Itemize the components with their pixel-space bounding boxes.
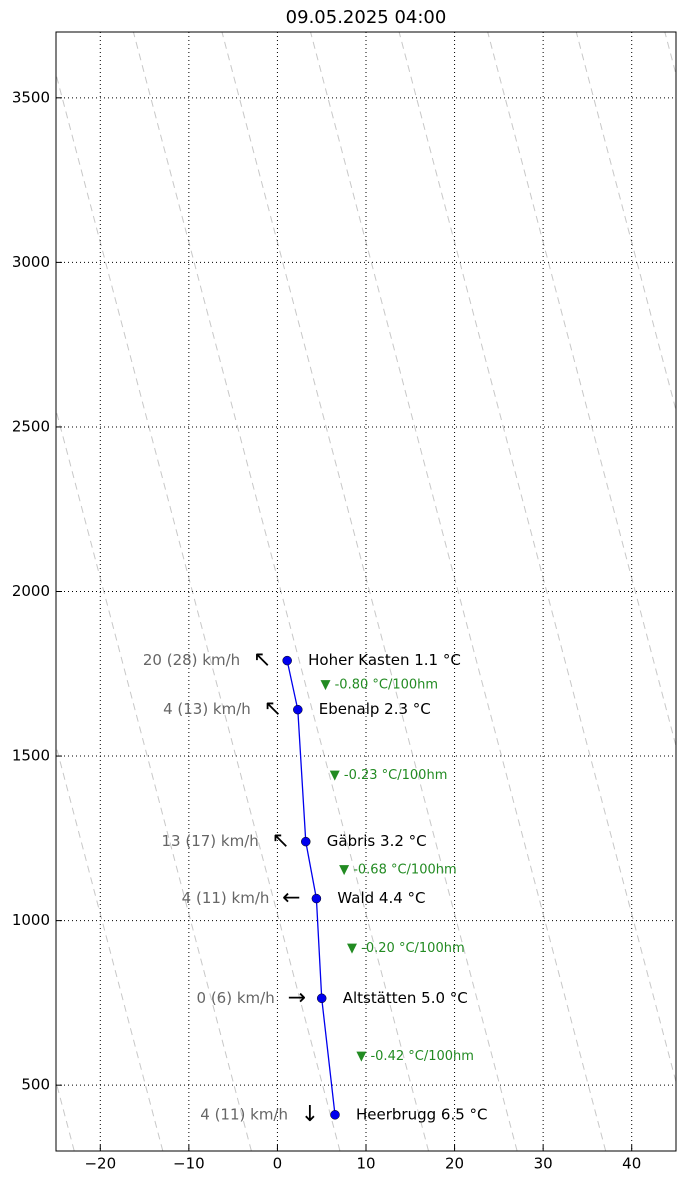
lapse-label: ▼ -0.42 °C/100hm: [356, 1049, 474, 1064]
station-point: [311, 893, 322, 904]
adiabat: [575, 32, 676, 413]
adiabat: [398, 32, 676, 1084]
adiabat: [221, 32, 518, 1151]
x-tick-label: 20: [445, 1155, 464, 1173]
adiabat: [310, 32, 607, 1151]
lapse-label: ▼ -0.23 °C/100hm: [330, 768, 448, 783]
x-tick-label: 40: [622, 1155, 641, 1173]
adiabat: [56, 744, 164, 1151]
y-tick-label: 2500: [12, 417, 50, 435]
lapse-label: ▼ -0.80 °C/100hm: [320, 678, 438, 693]
wind-arrow: ↖: [264, 697, 282, 722]
wind-arrow: ↖: [253, 648, 271, 673]
station-label: Gäbris 3.2 °C: [327, 832, 427, 850]
station-point: [301, 836, 311, 847]
wind-label: 20 (28) km/h: [143, 651, 240, 669]
station-label: Hoher Kasten 1.1 °C: [308, 651, 461, 669]
y-tick-label: 3000: [12, 253, 50, 271]
adiabats: [56, 32, 676, 1151]
station-label: Ebenalp 2.3 °C: [319, 700, 431, 718]
station-point: [282, 655, 292, 666]
wind-label: 4 (11) km/h: [200, 1105, 288, 1123]
x-tick-label: 10: [356, 1155, 375, 1173]
wind-arrow: ↖: [272, 829, 290, 854]
plot-frame: [55, 31, 677, 1152]
profile-line: [286, 660, 336, 1115]
y-tick-label: 1500: [12, 747, 50, 765]
adiabat: [664, 32, 676, 77]
y-tick-label: 500: [21, 1076, 50, 1094]
x-tick-label: 0: [273, 1155, 283, 1173]
wind-label: 4 (11) km/h: [182, 889, 270, 907]
lapse-label: ▼ -0.68 °C/100hm: [339, 863, 457, 878]
station-point: [293, 704, 303, 715]
adiabat: [56, 408, 252, 1151]
wind-arrow: ↓: [301, 1102, 319, 1127]
y-tick-label: 1000: [12, 911, 50, 929]
wind-arrow: →: [287, 985, 305, 1010]
wind-label: 13 (17) km/h: [161, 832, 258, 850]
station-label: Heerbrugg 6.5 °C: [356, 1105, 488, 1123]
station-point: [330, 1110, 340, 1120]
y-tick-label: 2000: [12, 582, 50, 600]
wind-label: 0 (6) km/h: [197, 989, 275, 1007]
chart-title: 09.05.2025 04:00: [286, 7, 447, 28]
adiabat: [487, 32, 676, 748]
x-tick-label: −20: [84, 1155, 116, 1173]
wind-arrow: ←: [282, 886, 300, 911]
x-tick-label: −10: [173, 1155, 205, 1173]
station-label: Wald 4.4 °C: [337, 889, 425, 907]
y-tick-label: 3500: [12, 88, 50, 106]
lapse-label: ▼ -0.20 °C/100hm: [347, 941, 465, 956]
station-label: Altstätten 5.0 °C: [343, 989, 468, 1007]
station-point: [316, 993, 327, 1004]
wind-label: 4 (13) km/h: [163, 700, 251, 718]
x-tick-label: 30: [534, 1155, 553, 1173]
